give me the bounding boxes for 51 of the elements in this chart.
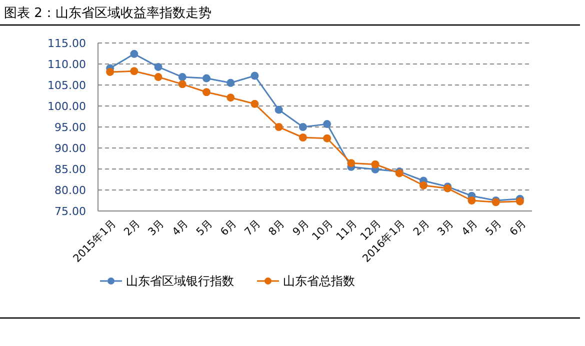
- point: [250, 72, 259, 80]
- point: [298, 123, 307, 131]
- x-tick-label: 10月: [310, 217, 336, 243]
- point: [250, 100, 259, 108]
- point: [154, 73, 162, 82]
- point: [178, 73, 186, 82]
- point: [178, 80, 186, 88]
- x-tick-label: 4月: [170, 217, 192, 238]
- point: [298, 134, 307, 142]
- point: [323, 134, 332, 142]
- y-tick-label: 80.00: [54, 184, 86, 197]
- x-tick-label: 5月: [194, 217, 216, 238]
- x-tick-label: 4月: [459, 217, 480, 238]
- point: [202, 88, 210, 96]
- point: [371, 160, 380, 168]
- x-tick-label: 3月: [435, 217, 456, 238]
- point: [130, 67, 138, 76]
- x-tick-label: 2月: [122, 217, 143, 238]
- x-tick-label: 6月: [508, 217, 529, 238]
- chart-title: 图表 2：山东省区域收益率指数走势: [4, 5, 212, 21]
- x-tick-label: 5月: [484, 217, 505, 238]
- x-tick-label: 3月: [146, 217, 167, 238]
- point: [226, 78, 235, 87]
- y-tick-label: 85.00: [54, 162, 86, 176]
- y-tick-label: 115.00: [48, 36, 86, 50]
- y-tick-label: 110.00: [48, 58, 86, 71]
- y-tick-label: 90.00: [54, 142, 86, 155]
- x-tick-label: 8月: [266, 217, 288, 238]
- legend-label: 山东省区域银行指数: [126, 274, 234, 288]
- legend-label: 山东省总指数: [283, 274, 355, 288]
- point: [323, 120, 332, 128]
- point: [420, 181, 428, 190]
- x-tick-label: 7月: [242, 217, 264, 238]
- point: [106, 68, 114, 76]
- y-tick-label: 95.00: [54, 120, 86, 134]
- point: [516, 197, 524, 206]
- x-tick-label: 9月: [290, 217, 312, 238]
- point: [468, 196, 476, 204]
- y-tick-label: 105.00: [48, 78, 86, 92]
- x-tick-label: 2月: [411, 217, 432, 238]
- point: [154, 62, 162, 71]
- y-tick-label: 75.00: [54, 204, 86, 218]
- x-tick-label: 6月: [218, 217, 240, 238]
- point: [226, 94, 235, 102]
- point: [274, 123, 283, 131]
- x-tick-label: 11月: [334, 217, 360, 243]
- point: [130, 50, 138, 58]
- point: [202, 74, 210, 82]
- y-tick-label: 100.00: [48, 100, 86, 113]
- point: [347, 159, 356, 168]
- point: [274, 106, 283, 114]
